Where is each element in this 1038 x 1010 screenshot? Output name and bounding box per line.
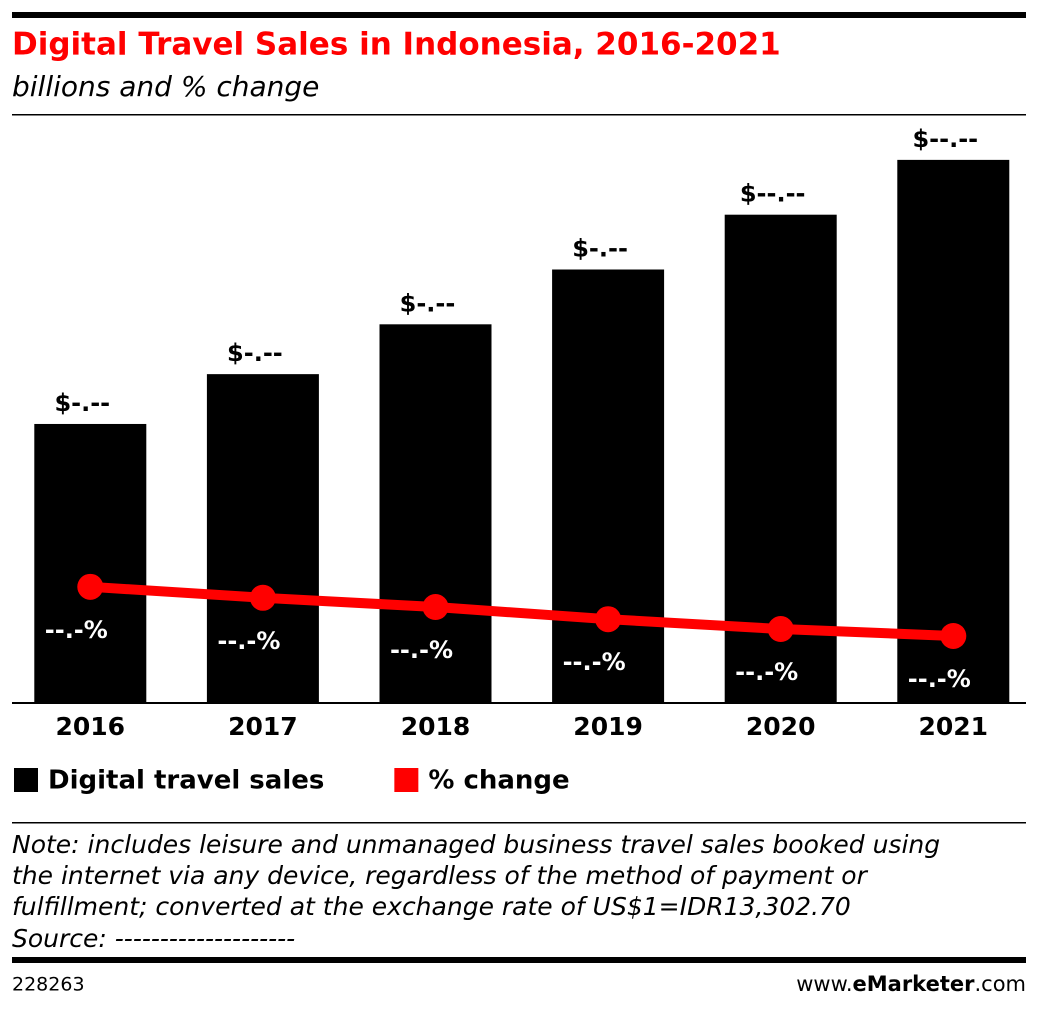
x-axis-line [12,702,1026,704]
bar [206,374,319,703]
legend-swatch [394,768,419,792]
marker [77,573,104,600]
marker [595,606,622,633]
chart-subtitle: billions and % change [12,70,319,103]
line [89,581,954,641]
bar [552,269,665,703]
note-line: fulfillment; converted at the exchange r… [12,892,851,921]
x-tick-label: 2018 [401,712,471,741]
x-tick-label: 2021 [919,712,989,741]
data-label: --.-% [217,627,280,655]
data-label: $-.-- [54,389,110,417]
brand: www.eMarketer.com [796,972,1026,996]
marker [249,584,276,611]
top-rule [12,12,1026,18]
data-label: $-.-- [572,235,628,263]
data-label: --.-% [563,648,626,676]
legend-label: Digital travel sales [48,766,324,796]
rule [12,822,1026,824]
x-tick-label: 2020 [746,712,816,741]
x-tick-label: 2019 [573,712,643,741]
brand-part: eMarketer [853,972,976,996]
data-label: --.-% [390,636,453,664]
marker [422,594,449,621]
legend-swatch [14,768,38,792]
bar [897,159,1010,704]
marker [767,616,794,643]
brand-part: .com [974,972,1026,996]
note-line: Note: includes leisure and unmanaged bus… [12,830,940,859]
legend-label: % change [428,766,569,796]
x-tick-label: 2017 [228,712,298,741]
marker [940,622,967,649]
note-line: the internet via any device, regardless … [12,861,869,890]
x-tick-label: 2016 [56,712,126,741]
rule [12,114,1026,116]
data-label: $--.-- [740,180,806,208]
bar [379,324,492,703]
bar [34,423,147,703]
chart-title: Digital Travel Sales in Indonesia, 2016-… [12,27,781,63]
source: Source: -------------------- [12,924,295,953]
data-label: $--.-- [912,125,978,153]
data-label: --.-% [735,658,798,686]
data-label: $-.-- [227,339,283,367]
chart-id: 228263 [12,974,85,996]
data-label: --.-% [45,616,108,644]
bottom-rule [12,957,1026,963]
data-label: --.-% [908,665,971,693]
brand-part: www. [796,972,852,996]
data-label: $-.-- [400,289,456,317]
